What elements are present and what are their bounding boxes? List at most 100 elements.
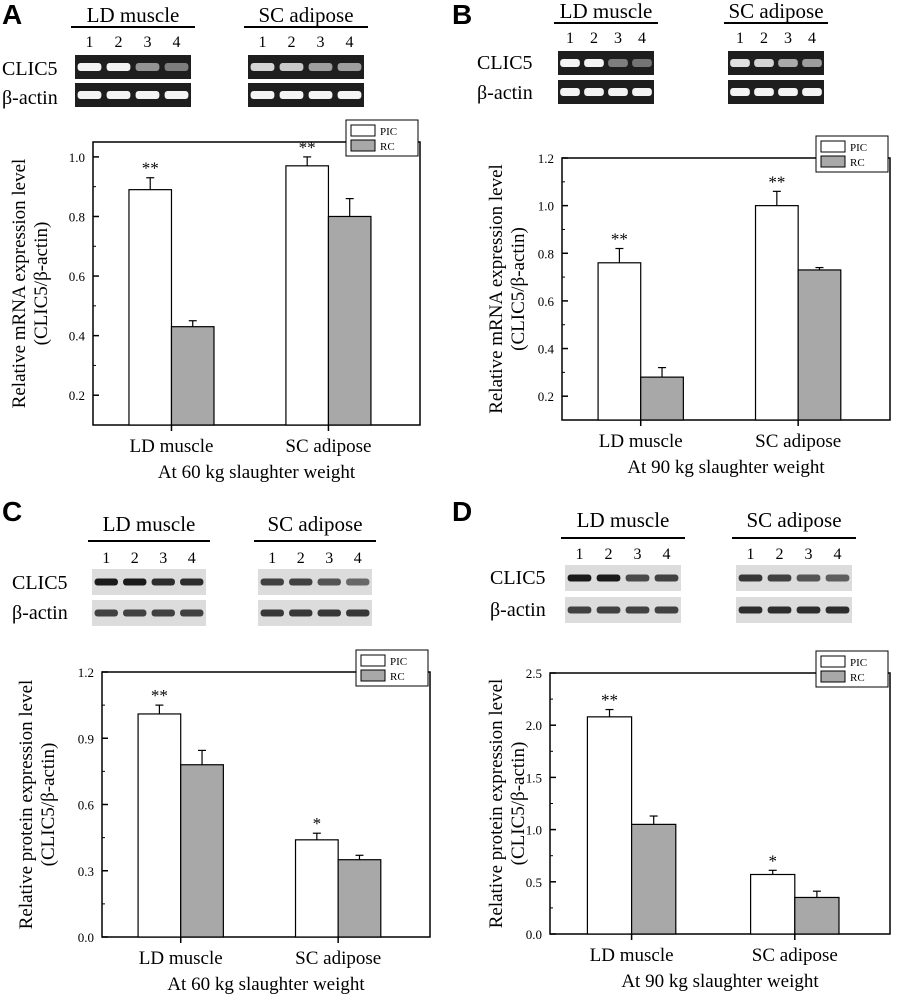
band xyxy=(767,606,792,614)
band xyxy=(825,606,850,614)
blot-row-label: CLIC5 xyxy=(477,52,533,74)
band xyxy=(596,606,621,614)
y-tick-label: 0.0 xyxy=(78,930,94,945)
blot-row-label: β-actin xyxy=(12,602,68,624)
y-axis-label: (CLIC5/β-actin) xyxy=(31,222,52,346)
band xyxy=(279,91,304,99)
panel-a: A LD muscle 1 2 3 4 SC adipose 1 2 3 4 CLIC5 β-acti… xyxy=(0,0,450,497)
bar-rc xyxy=(631,823,677,935)
band xyxy=(337,91,362,99)
lane-number: 3 xyxy=(325,550,333,567)
panel-c: C LD muscle 1 2 3 4 SC adipose 1 2 3 4 CLIC5 β-acti… xyxy=(0,496,450,995)
significance-marker: ** xyxy=(768,172,785,191)
x-axis-label: At 90 kg slaughter weight xyxy=(627,457,825,478)
blot-tissue-label: LD muscle xyxy=(87,3,180,27)
legend-swatch xyxy=(820,140,846,153)
band xyxy=(164,63,189,71)
plot-frame xyxy=(92,141,421,426)
band xyxy=(567,606,592,614)
y-tick-label: 0.2 xyxy=(538,389,554,404)
y-tick-label: 1.0 xyxy=(526,823,542,838)
lane-number: 4 xyxy=(638,30,646,47)
band xyxy=(584,59,604,67)
legend-swatch xyxy=(820,670,846,683)
band xyxy=(560,88,580,96)
y-tick-label: 0.5 xyxy=(526,875,542,890)
legend-swatch xyxy=(360,654,386,667)
lane-number: 1 xyxy=(736,30,744,47)
lane-number: 4 xyxy=(188,550,196,567)
blot-tissue-label: SC adipose xyxy=(746,508,841,532)
panel-letter: A xyxy=(2,0,23,30)
band xyxy=(730,59,750,67)
bar-pic xyxy=(285,165,330,426)
y-axis-label: Relative mRNA expression level xyxy=(486,164,507,414)
y-tick-label: 2.0 xyxy=(526,718,542,733)
blot-row-label: CLIC5 xyxy=(2,58,58,80)
lane-number: 4 xyxy=(354,550,362,567)
band xyxy=(346,578,370,586)
lane-number: 1 xyxy=(566,30,574,47)
band xyxy=(250,91,275,99)
lane-number: 2 xyxy=(590,30,598,47)
band xyxy=(337,63,362,71)
y-tick-label: 1.0 xyxy=(538,199,554,214)
bar-rc xyxy=(794,896,840,935)
lane-number: 2 xyxy=(605,546,613,563)
blot-tissue-label: SC adipose xyxy=(267,512,362,536)
lane-number: 4 xyxy=(663,546,671,563)
bar-rc xyxy=(337,859,382,938)
lane-number: 3 xyxy=(784,30,792,47)
significance-marker: * xyxy=(768,851,777,870)
band xyxy=(730,88,750,96)
x-axis-label: At 60 kg slaughter weight xyxy=(158,462,356,483)
legend-entry: RC xyxy=(380,141,395,153)
band xyxy=(608,59,628,67)
lane-number: 3 xyxy=(614,30,622,47)
y-tick-label: 1.2 xyxy=(78,665,94,680)
band xyxy=(260,609,284,617)
blot-row-label: β-actin xyxy=(477,82,533,104)
band xyxy=(180,609,204,617)
y-axis-label: Relative protein expression level xyxy=(486,679,507,929)
lane-number: 1 xyxy=(259,34,267,51)
band xyxy=(135,63,160,71)
lane-number: 1 xyxy=(268,550,276,567)
panel-letter: C xyxy=(2,496,23,527)
lane-number: 2 xyxy=(131,550,139,567)
blot-row-label: β-actin xyxy=(490,599,546,621)
band xyxy=(825,574,850,582)
band xyxy=(584,88,604,96)
band xyxy=(94,609,118,617)
band xyxy=(632,59,652,67)
band xyxy=(317,578,341,586)
bar-pic xyxy=(597,262,642,421)
lane-number: 3 xyxy=(634,546,642,563)
significance-marker: ** xyxy=(142,159,159,178)
band xyxy=(151,578,175,586)
panel-letter: B xyxy=(452,0,473,30)
significance-marker: ** xyxy=(299,138,316,157)
y-tick-label: 1.0 xyxy=(69,150,85,165)
band xyxy=(279,63,304,71)
bar-rc xyxy=(797,269,842,421)
y-axis-label: (CLIC5/β-actin) xyxy=(38,743,59,867)
lane-number: 2 xyxy=(776,546,784,563)
blot-row-label: β-actin xyxy=(2,87,58,109)
y-tick-label: 0.6 xyxy=(78,798,95,813)
band xyxy=(738,606,763,614)
blot-row-label: CLIC5 xyxy=(12,572,68,594)
legend-swatch xyxy=(350,124,376,137)
y-axis-label: (CLIC5/β-actin) xyxy=(508,227,529,351)
band xyxy=(560,59,580,67)
bar-pic xyxy=(128,189,173,426)
band xyxy=(632,88,652,96)
x-category-label: LD muscle xyxy=(139,948,223,969)
band xyxy=(289,609,313,617)
x-category-label: LD muscle xyxy=(599,431,683,452)
band xyxy=(164,91,189,99)
y-tick-label: 0.8 xyxy=(538,246,554,261)
x-axis-label: At 60 kg slaughter weight xyxy=(167,974,365,994)
y-tick-label: 1.5 xyxy=(526,770,542,785)
